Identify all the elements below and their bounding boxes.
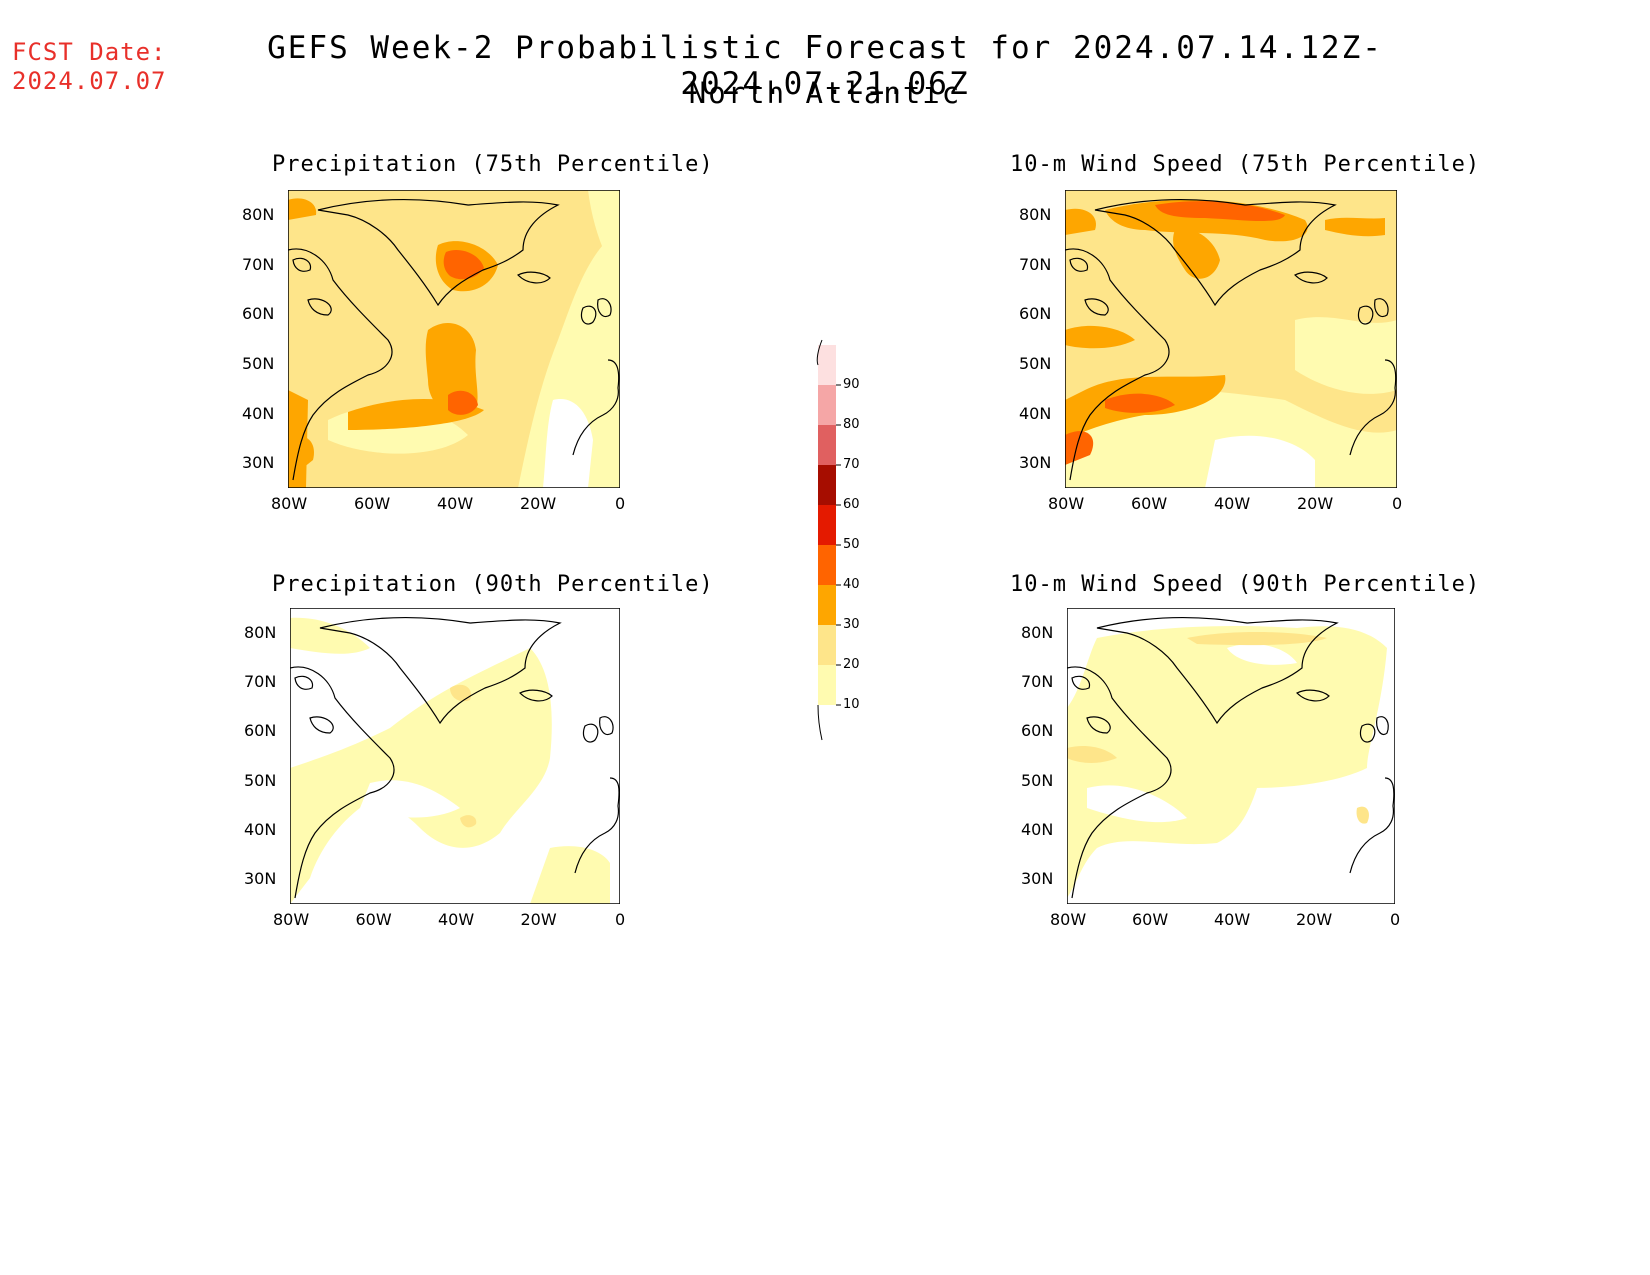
colorbar-cells	[818, 345, 841, 706]
lon-tick-label: 40W	[438, 910, 475, 929]
lat-tick-label: 60N	[1021, 721, 1054, 741]
lon-tick-label: 40W	[1214, 494, 1251, 513]
panel-title-wind-90: 10-m Wind Speed (90th Percentile)	[1010, 572, 1481, 597]
forecast-date-block: FCST Date: 2024.07.07	[12, 38, 167, 96]
lat-tick-label: 60N	[244, 721, 277, 741]
colorbar-cell	[818, 465, 836, 505]
lon-tick-label: 80W	[1050, 910, 1087, 929]
colorbar-cell	[818, 585, 836, 625]
colorbar-cell	[818, 345, 836, 385]
map-precip-75	[288, 190, 620, 488]
lat-tick-label: 60N	[242, 304, 275, 324]
lat-tick-label: 40N	[242, 403, 275, 423]
colorbar-label: 60	[843, 497, 860, 512]
lon-tick-label: 60W	[355, 910, 392, 929]
colorbar-label: 80	[843, 417, 860, 432]
colorbar-cell	[818, 505, 836, 545]
lat-tick-label: 60N	[1019, 304, 1052, 324]
forecast-date-value: 2024.07.07	[12, 67, 167, 95]
panel-title-precip-90: Precipitation (90th Percentile)	[272, 572, 714, 597]
lat-tick-label: 70N	[1021, 672, 1054, 691]
colorbar-cell	[818, 385, 836, 425]
lat-tick-label: 50N	[242, 353, 275, 373]
lon-tick-label: 20W	[1296, 910, 1333, 929]
lat-tick-label: 50N	[1019, 353, 1052, 373]
lat-tick-label: 70N	[244, 672, 277, 691]
lon-tick-label: 40W	[1214, 910, 1251, 929]
lon-tick-label: 0	[615, 910, 626, 929]
page-title: GEFS Week-2 Probabilistic Forecast for 2…	[267, 30, 1383, 102]
lat-tick-label: 30N	[242, 453, 275, 473]
lon-tick-label: 80W	[273, 910, 310, 929]
colorbar-label: 70	[843, 457, 860, 472]
colorbar-cell	[818, 665, 836, 705]
lat-tick-label: 80N	[244, 622, 277, 642]
lon-tick-label: 20W	[520, 910, 557, 929]
lon-tick-label: 20W	[1297, 494, 1334, 513]
lat-tick-label: 50N	[1021, 770, 1054, 790]
lat-tick-label: 30N	[244, 869, 277, 889]
forecast-date-label: FCST Date:	[12, 38, 167, 66]
lon-tick-label: 80W	[1048, 494, 1085, 513]
colorbar-label: 90	[843, 377, 860, 392]
map-wind-75	[1065, 190, 1397, 488]
lon-tick-label: 60W	[354, 494, 391, 513]
map-wind-90	[1067, 608, 1395, 904]
lon-tick-label: 0	[615, 494, 626, 513]
lat-tick-label: 30N	[1019, 453, 1052, 473]
panel-title-wind-75: 10-m Wind Speed (75th Percentile)	[1010, 152, 1481, 177]
colorbar	[816, 339, 841, 741]
lon-tick-label: 40W	[437, 494, 474, 513]
lon-tick-label: 60W	[1132, 910, 1169, 929]
lat-tick-label: 70N	[242, 254, 275, 274]
panel-title-precip-75: Precipitation (75th Percentile)	[272, 152, 714, 177]
lon-tick-label: 20W	[520, 494, 557, 513]
lon-tick-label: 0	[1392, 494, 1403, 513]
colorbar-cell	[818, 425, 836, 465]
colorbar-label: 50	[843, 537, 860, 552]
lon-tick-label: 80W	[271, 494, 308, 513]
lat-tick-label: 40N	[1019, 403, 1052, 423]
colorbar-cell	[818, 625, 836, 665]
region-subtitle: North Atlantic	[688, 76, 962, 110]
lat-tick-label: 80N	[1021, 622, 1054, 642]
lat-tick-label: 40N	[244, 820, 277, 839]
colorbar-label: 20	[843, 657, 860, 672]
lat-tick-label: 50N	[244, 770, 277, 790]
map-precip-90	[290, 608, 620, 904]
lon-tick-label: 60W	[1131, 494, 1168, 513]
colorbar-label: 30	[843, 617, 860, 632]
lat-tick-label: 40N	[1021, 820, 1054, 839]
lat-tick-label: 80N	[1019, 204, 1052, 224]
lat-tick-label: 70N	[1019, 254, 1052, 274]
lon-tick-label: 0	[1390, 910, 1401, 929]
colorbar-label: 10	[843, 697, 860, 712]
colorbar-cell	[818, 545, 836, 585]
colorbar-label: 40	[843, 577, 860, 592]
lat-tick-label: 80N	[242, 204, 275, 224]
lat-tick-label: 30N	[1021, 869, 1054, 889]
